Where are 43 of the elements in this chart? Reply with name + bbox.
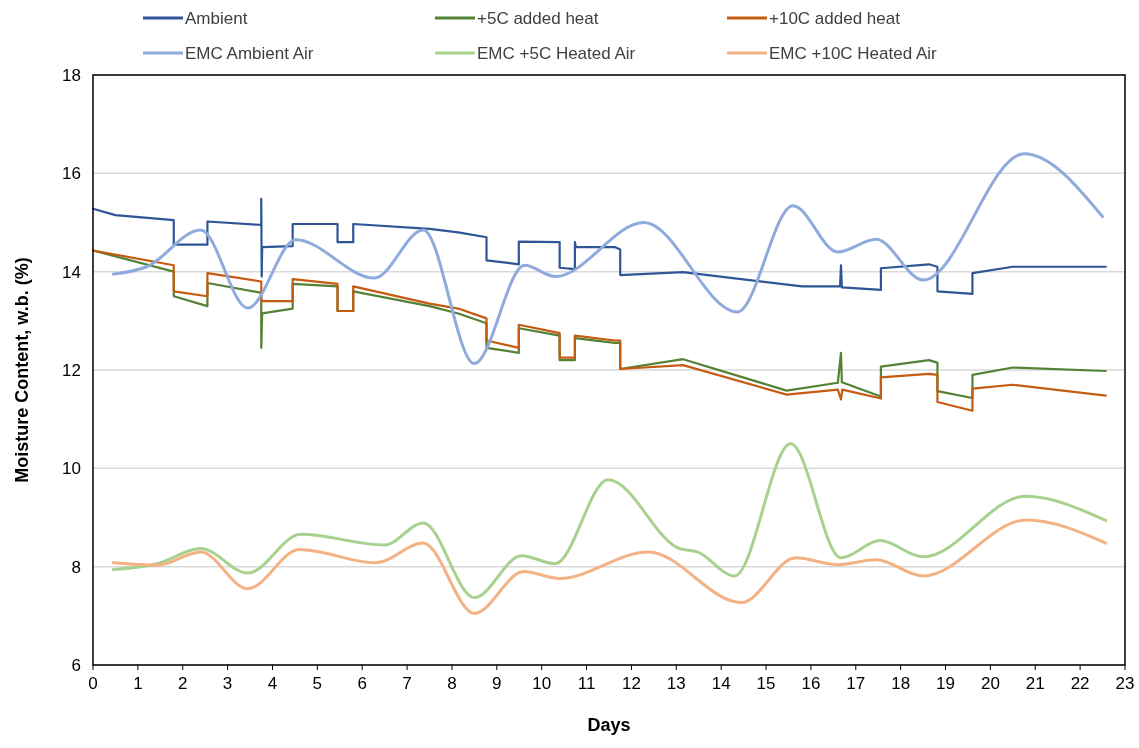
x-tick-label: 3 <box>222 674 233 693</box>
legend-label: Ambient <box>185 9 248 28</box>
x-tick-label: 7 <box>402 674 412 693</box>
x-tick-label: 16 <box>801 674 821 693</box>
x-tick-label: 9 <box>492 674 502 693</box>
y-tick-label: 18 <box>62 66 81 85</box>
x-tick-label: 4 <box>267 674 278 693</box>
x-tick-label: 23 <box>1115 674 1135 693</box>
line-series <box>111 518 1108 615</box>
x-tick-label: 21 <box>1025 674 1045 693</box>
x-tick-label: 14 <box>711 674 731 693</box>
x-tick-label: 6 <box>357 674 367 693</box>
y-tick-label: 16 <box>62 164 81 184</box>
y-axis-title: Moisture Content, w.b. (%) <box>12 257 32 483</box>
legend-label: EMC +10C Heated Air <box>769 44 938 63</box>
x-tick-label: 11 <box>577 674 596 693</box>
legend-label: EMC Ambient Air <box>185 44 314 63</box>
y-tick-label: 10 <box>62 459 81 479</box>
x-tick-label: 12 <box>621 674 641 693</box>
x-tick-label: 17 <box>846 674 866 693</box>
x-tick-label: 15 <box>756 674 776 693</box>
legend-label: EMC +5C Heated Air <box>477 44 636 63</box>
y-tick-label: 6 <box>71 656 81 675</box>
x-tick-label: 18 <box>891 674 911 693</box>
x-tick-label: 8 <box>447 674 457 693</box>
line-series <box>91 197 1107 295</box>
x-tick-label: 1 <box>133 674 143 693</box>
legend-label: +5C added heat <box>477 9 599 28</box>
x-tick-label: 5 <box>312 674 323 693</box>
x-tick-label: 10 <box>532 674 552 693</box>
x-tick-label: 19 <box>936 674 955 693</box>
line-series <box>111 442 1108 600</box>
x-tick-label: 20 <box>980 674 1000 693</box>
x-tick-label: 13 <box>666 674 686 693</box>
legend-label: +10C added heat <box>769 9 901 28</box>
x-axis-title: Days <box>587 715 631 735</box>
x-tick-label: 0 <box>88 674 98 693</box>
y-tick-label: 8 <box>71 557 81 577</box>
y-tick-label: 14 <box>62 262 81 282</box>
line-series <box>111 152 1105 366</box>
x-tick-label: 2 <box>178 674 188 693</box>
x-tick-label: 22 <box>1070 674 1090 693</box>
y-tick-label: 12 <box>62 361 81 380</box>
